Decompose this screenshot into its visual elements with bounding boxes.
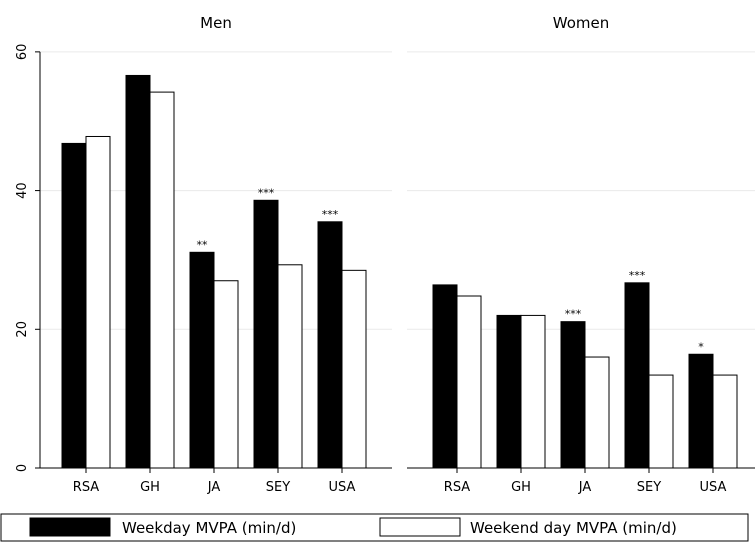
x-tick-label: RSA bbox=[444, 480, 471, 495]
bar-weekday-gh bbox=[496, 314, 522, 469]
legend: Weekday MVPA (min/d) Weekend day MVPA (m… bbox=[0, 513, 749, 542]
chart-panels: Men 0 20 40 60 RSA GH JA ** SEY *** USA *** Women RSA G… bbox=[15, 14, 755, 495]
panel-men: Men 0 20 40 60 RSA GH JA ** SEY *** USA *** bbox=[15, 14, 392, 495]
bar-weekday-ja bbox=[189, 251, 215, 469]
bar-weekend-usa bbox=[712, 374, 738, 469]
bar-weekend-gh bbox=[149, 91, 175, 469]
bar-weekend-gh bbox=[520, 314, 546, 469]
bar-weekend-rsa bbox=[85, 135, 111, 469]
legend-label-weekend: Weekend day MVPA (min/d) bbox=[470, 519, 677, 537]
y-tick-label: 60 bbox=[15, 44, 30, 61]
x-tick-label: GH bbox=[511, 480, 531, 495]
significance-marker: *** bbox=[565, 308, 582, 321]
y-tick-label: 20 bbox=[15, 321, 30, 338]
significance-marker: *** bbox=[258, 186, 275, 199]
panel-women: Women RSA GH JA *** SEY *** USA * bbox=[407, 14, 755, 495]
legend-swatch-weekday bbox=[29, 517, 111, 537]
panel-title: Women bbox=[553, 14, 609, 32]
y-tick-label: 40 bbox=[15, 182, 30, 199]
bar-weekend-usa bbox=[341, 269, 367, 469]
legend-frame bbox=[0, 513, 749, 542]
panel-title: Men bbox=[200, 14, 232, 32]
bar-weekday-gh bbox=[125, 74, 151, 469]
bar-weekday-rsa bbox=[61, 142, 87, 469]
bar-weekday-sey bbox=[253, 199, 279, 469]
x-tick-label: GH bbox=[140, 480, 160, 495]
y-tick-label: 0 bbox=[15, 464, 30, 472]
legend-label-weekday: Weekday MVPA (min/d) bbox=[122, 519, 296, 537]
bar-weekday-usa bbox=[317, 221, 343, 469]
significance-marker: *** bbox=[322, 208, 339, 221]
x-tick-label: JA bbox=[207, 480, 221, 495]
bar-weekend-sey bbox=[648, 374, 674, 469]
bar-weekend-ja bbox=[213, 280, 239, 469]
x-tick-label: RSA bbox=[73, 480, 100, 495]
bar-weekend-ja bbox=[584, 356, 610, 469]
bar-weekend-rsa bbox=[456, 295, 482, 469]
x-tick-label: SEY bbox=[266, 480, 290, 495]
significance-marker: * bbox=[698, 340, 704, 353]
bar-weekday-ja bbox=[560, 321, 586, 469]
x-tick-label: SEY bbox=[637, 480, 661, 495]
bar-weekend-sey bbox=[277, 264, 303, 469]
legend-swatch-weekend bbox=[379, 517, 461, 537]
significance-marker: ** bbox=[197, 238, 209, 251]
bar-weekday-usa bbox=[688, 353, 714, 469]
x-tick-label: USA bbox=[329, 480, 356, 495]
bar-weekday-rsa bbox=[432, 284, 458, 469]
bar-weekday-sey bbox=[624, 282, 650, 469]
significance-marker: *** bbox=[629, 269, 646, 282]
x-tick-label: JA bbox=[578, 480, 592, 495]
x-tick-label: USA bbox=[700, 480, 727, 495]
